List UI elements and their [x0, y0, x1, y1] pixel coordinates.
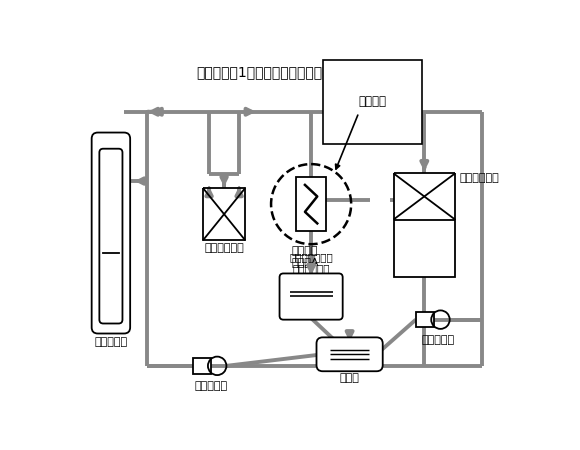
Text: 低圧タービン: 低圧タービン [460, 173, 499, 183]
Text: 復水ポンプ: 復水ポンプ [422, 335, 455, 345]
Text: 脱気器: 脱気器 [340, 373, 360, 383]
Text: 高圧タービン: 高圧タービン [204, 243, 244, 253]
Bar [296, 177, 326, 231]
FancyBboxPatch shape [317, 338, 383, 371]
Text: 当該箇所: 当該箇所 [358, 95, 387, 108]
Text: 湿分分離
加熱器A: 湿分分離 加熱器A [291, 246, 318, 267]
Text: 給水ポンプ: 給水ポンプ [194, 381, 227, 391]
Bar [416, 312, 434, 327]
FancyBboxPatch shape [280, 274, 343, 319]
Bar [193, 358, 211, 374]
FancyBboxPatch shape [92, 133, 130, 333]
Text: 蒸気発生器: 蒸気発生器 [95, 337, 128, 347]
Text: 伊方発電所1号機　湿分分離加熱器まわり概略系統図: 伊方発電所1号機 湿分分離加熱器まわり概略系統図 [197, 65, 398, 79]
Text: 湿分分離加熱器
ドレンタンク: 湿分分離加熱器 ドレンタンク [289, 252, 333, 274]
FancyBboxPatch shape [99, 148, 122, 324]
